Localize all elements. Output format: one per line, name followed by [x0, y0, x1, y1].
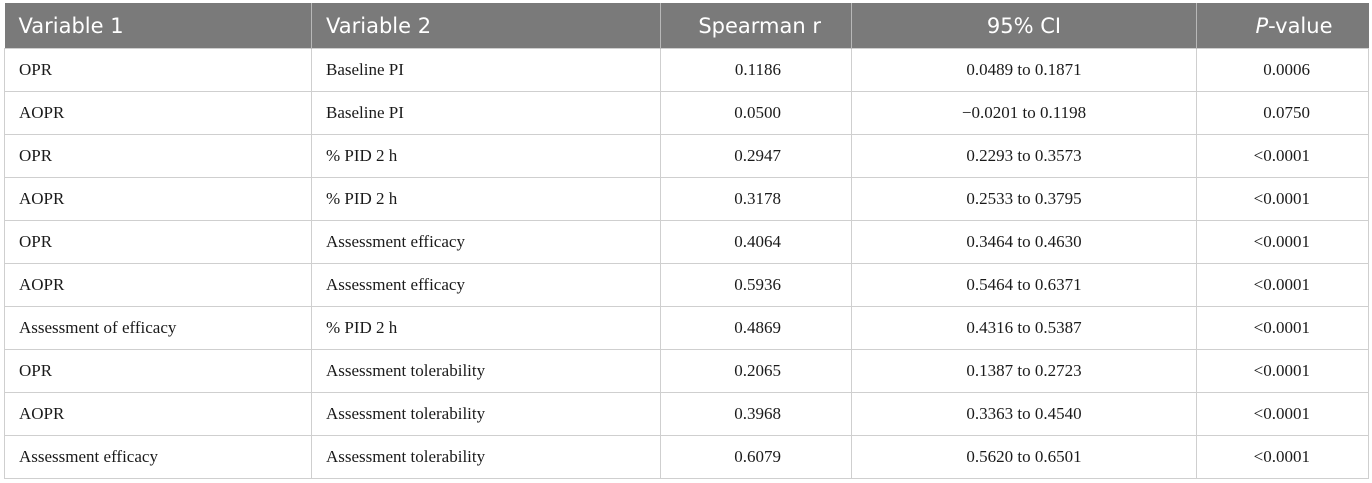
- cell-95-ci: 0.0489 to 0.1871: [851, 48, 1197, 92]
- table-row: OPR Assessment tolerability 0.2065 0.138…: [4, 349, 1369, 393]
- table-row: AOPR % PID 2 h 0.3178 0.2533 to 0.3795 <…: [4, 177, 1369, 221]
- cell-variable-2: Baseline PI: [311, 48, 661, 92]
- table-row: Assessment of efficacy % PID 2 h 0.4869 …: [4, 306, 1369, 350]
- cell-spearman-r: 0.3968: [660, 392, 852, 436]
- cell-95-ci: −0.0201 to 0.1198: [851, 91, 1197, 135]
- cell-variable-2: % PID 2 h: [311, 306, 661, 350]
- cell-95-ci: 0.2293 to 0.3573: [851, 134, 1197, 178]
- table-row: AOPR Assessment efficacy 0.5936 0.5464 t…: [4, 263, 1369, 307]
- header-row: Variable 1 Variable 2 Spearman r 95% CI …: [4, 3, 1369, 49]
- cell-95-ci: 0.3464 to 0.4630: [851, 220, 1197, 264]
- cell-p-value: <0.0001: [1196, 263, 1369, 307]
- table-container: Variable 1 Variable 2 Spearman r 95% CI …: [4, 3, 1369, 479]
- cell-p-value: <0.0001: [1196, 134, 1369, 178]
- cell-variable-2: Assessment tolerability: [311, 435, 661, 479]
- table-header: Variable 1 Variable 2 Spearman r 95% CI …: [4, 3, 1369, 49]
- cell-p-value: <0.0001: [1196, 349, 1369, 393]
- cell-variable-2: Assessment efficacy: [311, 263, 661, 307]
- cell-spearman-r: 0.4064: [660, 220, 852, 264]
- header-95-ci: 95% CI: [851, 3, 1197, 49]
- table-body: OPR Baseline PI 0.1186 0.0489 to 0.1871 …: [4, 48, 1369, 479]
- cell-variable-1: OPR: [4, 134, 312, 178]
- cell-variable-2: % PID 2 h: [311, 177, 661, 221]
- cell-variable-2: % PID 2 h: [311, 134, 661, 178]
- table-row: AOPR Assessment tolerability 0.3968 0.33…: [4, 392, 1369, 436]
- header-p-value: P-value: [1196, 3, 1369, 49]
- cell-variable-1: OPR: [4, 220, 312, 264]
- cell-spearman-r: 0.0500: [660, 91, 852, 135]
- table-row: OPR Baseline PI 0.1186 0.0489 to 0.1871 …: [4, 48, 1369, 92]
- cell-variable-1: OPR: [4, 48, 312, 92]
- correlation-table: Variable 1 Variable 2 Spearman r 95% CI …: [4, 3, 1369, 479]
- cell-spearman-r: 0.4869: [660, 306, 852, 350]
- header-spearman-r: Spearman r: [660, 3, 852, 49]
- cell-spearman-r: 0.3178: [660, 177, 852, 221]
- header-p-suffix: -value: [1268, 13, 1333, 38]
- table-row: OPR % PID 2 h 0.2947 0.2293 to 0.3573 <0…: [4, 134, 1369, 178]
- cell-variable-2: Baseline PI: [311, 91, 661, 135]
- cell-p-value: 0.0750: [1196, 91, 1369, 135]
- cell-95-ci: 0.2533 to 0.3795: [851, 177, 1197, 221]
- cell-p-value: <0.0001: [1196, 177, 1369, 221]
- cell-p-value: <0.0001: [1196, 435, 1369, 479]
- cell-p-value: 0.0006: [1196, 48, 1369, 92]
- cell-variable-2: Assessment efficacy: [311, 220, 661, 264]
- table-row: OPR Assessment efficacy 0.4064 0.3464 to…: [4, 220, 1369, 264]
- cell-spearman-r: 0.6079: [660, 435, 852, 479]
- cell-variable-1: AOPR: [4, 392, 312, 436]
- header-variable-1: Variable 1: [4, 3, 312, 49]
- cell-95-ci: 0.1387 to 0.2723: [851, 349, 1197, 393]
- cell-spearman-r: 0.5936: [660, 263, 852, 307]
- table-row: AOPR Baseline PI 0.0500 −0.0201 to 0.119…: [4, 91, 1369, 135]
- cell-p-value: <0.0001: [1196, 306, 1369, 350]
- cell-variable-1: AOPR: [4, 263, 312, 307]
- header-variable-2: Variable 2: [311, 3, 661, 49]
- cell-p-value: <0.0001: [1196, 392, 1369, 436]
- table-row: Assessment efficacy Assessment tolerabil…: [4, 435, 1369, 479]
- cell-95-ci: 0.4316 to 0.5387: [851, 306, 1197, 350]
- cell-spearman-r: 0.2947: [660, 134, 852, 178]
- cell-95-ci: 0.5620 to 0.6501: [851, 435, 1197, 479]
- cell-variable-1: Assessment efficacy: [4, 435, 312, 479]
- cell-p-value: <0.0001: [1196, 220, 1369, 264]
- cell-spearman-r: 0.2065: [660, 349, 852, 393]
- cell-95-ci: 0.3363 to 0.4540: [851, 392, 1197, 436]
- cell-variable-1: OPR: [4, 349, 312, 393]
- cell-95-ci: 0.5464 to 0.6371: [851, 263, 1197, 307]
- cell-variable-1: AOPR: [4, 91, 312, 135]
- cell-variable-2: Assessment tolerability: [311, 392, 661, 436]
- cell-variable-2: Assessment tolerability: [311, 349, 661, 393]
- cell-spearman-r: 0.1186: [660, 48, 852, 92]
- cell-variable-1: AOPR: [4, 177, 312, 221]
- cell-variable-1: Assessment of efficacy: [4, 306, 312, 350]
- header-p-letter: P: [1255, 13, 1269, 38]
